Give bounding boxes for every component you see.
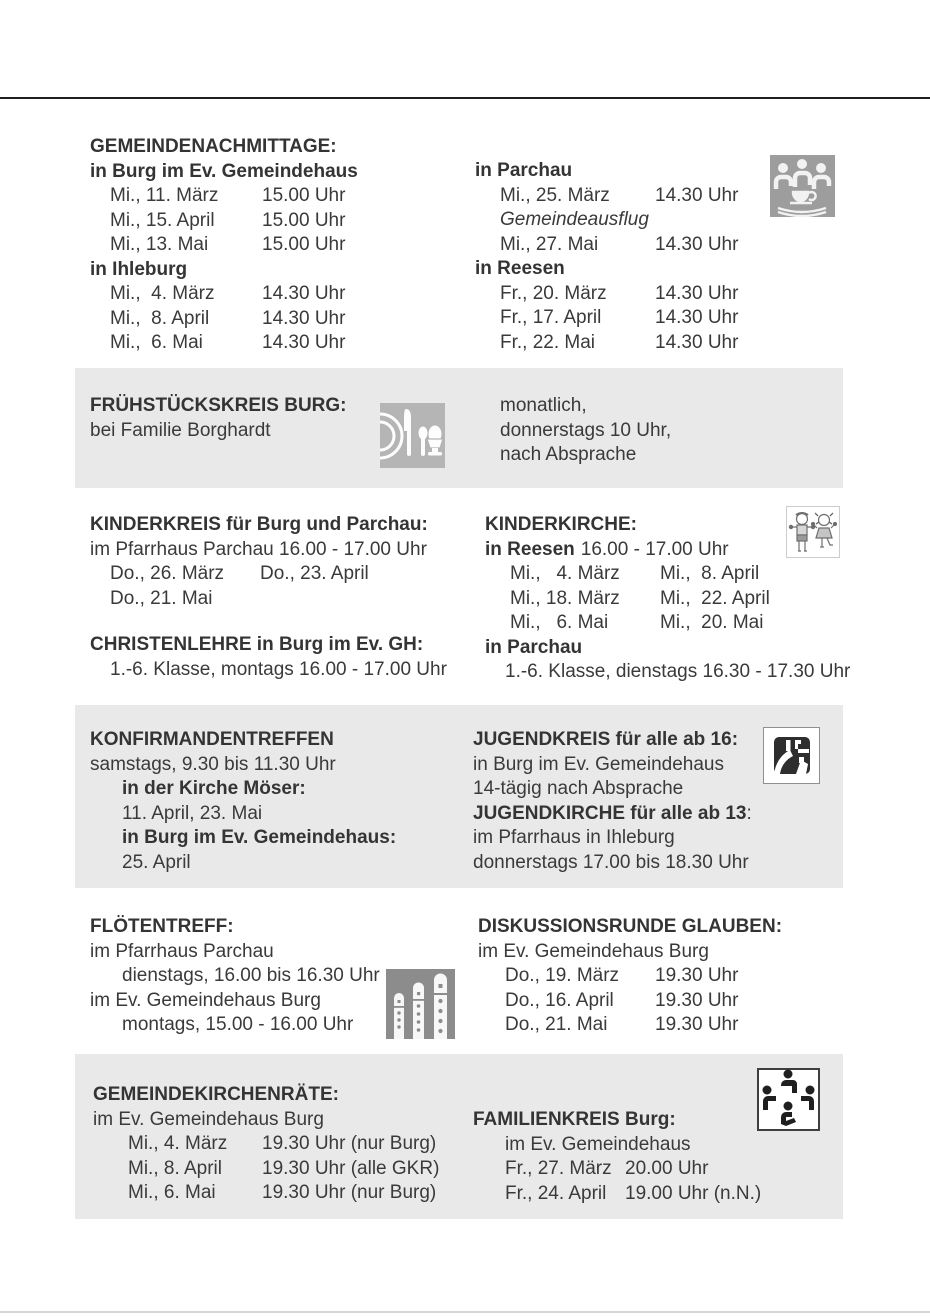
info-line: 14-tägig nach Absprache xyxy=(473,778,684,799)
familienkreis-block: FAMILIENKREIS Burg: im Ev. Gemeindehaus … xyxy=(473,1108,761,1206)
host-line: bei Familie Borghardt xyxy=(90,419,271,441)
youth-emblem-icon xyxy=(763,727,820,792)
jugendkreis-block: JUGENDKREIS für alle ab 16: in Burg im E… xyxy=(473,728,752,875)
info-line: im Pfarrhaus in Ihleburg xyxy=(473,827,675,848)
section-title: GEMEINDENACHMITTAGE: xyxy=(90,136,337,157)
info-line: in Burg im Ev. Gemeindehaus xyxy=(473,753,724,775)
location-heading-parchau: in Parchau xyxy=(475,160,573,181)
flutes-icon xyxy=(386,969,455,1047)
schedule-row: Mi., 4. März 14.30 Uhr xyxy=(110,283,346,304)
section-title: FLÖTENTREFF: xyxy=(90,916,234,937)
section-kinderkreis: KINDERKREIS für Burg und Parchau: im Pfa… xyxy=(90,513,480,611)
konfirmandentreffen-block: KONFIRMANDENTREFFEN samstags, 9.30 bis 1… xyxy=(90,728,396,875)
section-title: CHRISTENLEHRE in Burg im Ev. GH: xyxy=(90,634,424,655)
schedule-row: Do., 21. Mai 19.30 Uhr xyxy=(505,1014,739,1035)
section-title: JUGENDKREIS für alle ab 16: xyxy=(473,729,739,750)
top-divider xyxy=(0,97,930,99)
time-line: dienstags, 16.00 bis 16.30 Uhr xyxy=(122,965,380,986)
section-gemeindenachmittage: GEMEINDENACHMITTAGE: in Burg im Ev. Geme… xyxy=(90,135,470,356)
schedule-row: Mi., 25. März 14.30 Uhr xyxy=(500,184,739,206)
schedule-row: Do., 16. April 19.30 Uhr xyxy=(505,989,739,1011)
section-title-2: JUGENDKIRCHE für alle ab 13: xyxy=(473,802,752,824)
dates-row: Do., 21. Mai xyxy=(110,587,213,609)
location-line: im Ev. Gemeindehaus Burg xyxy=(478,940,709,962)
schedule-line: nach Absprache xyxy=(500,444,637,465)
schedule-row: Fr., 17. April 14.30 Uhr xyxy=(500,307,739,328)
dates-line: 11. April, 23. Mai xyxy=(122,802,263,824)
schedule-row: Fr., 22. Mai 14.30 Uhr xyxy=(500,331,739,353)
section-title: KINDERKIRCHE: xyxy=(485,514,637,535)
section-fruehstueckskreis: FRÜHSTÜCKSKREIS BURG: bei Familie Borgha… xyxy=(75,368,843,488)
schedule-row: Mi., 4. März 19.30 Uhr (nur Burg) xyxy=(128,1133,437,1154)
location-line: im Pfarrhaus Parchau xyxy=(90,940,274,962)
schedule-row: Mi., 27. Mai 14.30 Uhr xyxy=(500,233,739,255)
section-title: KINDERKREIS für Burg und Parchau: xyxy=(90,514,428,535)
fruehstueckskreis-schedule: monatlich, donnerstags 10 Uhr, nach Absp… xyxy=(500,394,671,468)
location-heading-moeser: in der Kirche Möser: xyxy=(122,778,306,799)
section-title: DISKUSSIONSRUNDE GLAUBEN: xyxy=(478,916,783,937)
schedule-line: donnerstags 10 Uhr, xyxy=(500,419,672,441)
schedule-line: monatlich, xyxy=(500,395,587,416)
location-heading-parchau: in Parchau xyxy=(485,636,583,658)
section-gkr-familienkreis: GEMEINDEKIRCHENRÄTE: im Ev. Gemeindehaus… xyxy=(75,1054,843,1219)
section-konfirmanden-jugend: KONFIRMANDENTREFFEN samstags, 9.30 bis 1… xyxy=(75,705,843,888)
location-line: in Reesen 16.00 - 17.00 Uhr xyxy=(485,538,729,560)
schedule-row: Mi., 8. April 19.30 Uhr (alle GKR) xyxy=(128,1157,440,1179)
dates-row: Mi., 4. März Mi., 8. April xyxy=(510,563,760,584)
info-line: donnerstags 17.00 bis 18.30 Uhr xyxy=(473,851,749,873)
info-line: 1.-6. Klasse, dienstags 16.30 - 17.30 Uh… xyxy=(505,661,851,682)
family-circle-icon xyxy=(757,1068,820,1139)
schedule-row: Mi., 8. April 14.30 Uhr xyxy=(110,307,346,329)
trip-note: Gemeindeausflug xyxy=(500,209,649,230)
location-line: im Ev. Gemeindehaus Burg xyxy=(90,989,321,1011)
gemeindekirchenraete-block: GEMEINDEKIRCHENRÄTE: im Ev. Gemeindehaus… xyxy=(93,1083,439,1206)
section-diskussionsrunde: DISKUSSIONSRUNDE GLAUBEN: im Ev. Gemeind… xyxy=(478,915,858,1038)
info-line: 1.-6. Klasse, montags 16.00 - 17.00 Uhr xyxy=(110,658,447,680)
section-kinderkirche: KINDERKIRCHE: in Reesen 16.00 - 17.00 Uhr… xyxy=(485,513,865,685)
coffee-group-icon xyxy=(770,155,835,225)
schedule-row: Mi., 6. Mai 14.30 Uhr xyxy=(110,332,346,353)
schedule-row: Fr., 24. April 19.00 Uhr (n.N.) xyxy=(505,1182,762,1204)
schedule-row: Mi., 13. Mai 15.00 Uhr xyxy=(110,234,346,255)
schedule-row: Fr., 20. März 14.30 Uhr xyxy=(500,282,739,304)
location-line: im Ev. Gemeindehaus xyxy=(505,1133,691,1155)
location-heading-reesen: in Reesen xyxy=(475,258,565,279)
section-title: FAMILIENKREIS Burg: xyxy=(473,1109,676,1130)
section-floetentreff: FLÖTENTREFF: im Pfarrhaus Parchau dienst… xyxy=(90,915,480,1038)
section-title: FRÜHSTÜCKSKREIS BURG: xyxy=(90,395,347,416)
bottom-divider xyxy=(0,1311,930,1313)
schedule-row: Fr., 27. März 20.00 Uhr xyxy=(505,1158,709,1179)
time-line: montags, 15.00 - 16.00 Uhr xyxy=(122,1014,354,1035)
dates-line: 25. April xyxy=(122,851,191,873)
schedule-row: Do., 19. März 19.30 Uhr xyxy=(505,965,739,986)
fruehstueckskreis-text: FRÜHSTÜCKSKREIS BURG: bei Familie Borgha… xyxy=(90,394,347,443)
info-line: im Pfarrhaus Parchau 16.00 - 17.00 Uhr xyxy=(90,538,427,560)
section-title: KONFIRMANDENTREFFEN xyxy=(90,729,334,750)
schedule-row: Mi., 15. April 15.00 Uhr xyxy=(110,209,346,231)
schedule-row: Mi., 11. März 15.00 Uhr xyxy=(110,185,346,206)
location-heading-ihleburg: in Ihleburg xyxy=(90,258,188,280)
location-heading-burg: in Burg im Ev. Gemeindehaus xyxy=(90,160,358,182)
section-gemeindenachmittage-right: in Parchau Mi., 25. März 14.30 Uhr Gemein… xyxy=(475,159,765,355)
dates-row: Do., 26. März Do., 23. April xyxy=(110,563,369,584)
children-icon xyxy=(786,506,840,566)
location-line: im Ev. Gemeindehaus Burg xyxy=(93,1108,324,1130)
dates-row: Mi., 6. Mai Mi., 20. Mai xyxy=(510,612,764,633)
breakfast-icon xyxy=(356,403,445,476)
dates-row: Mi., 18. März Mi., 22. April xyxy=(510,587,770,609)
schedule-row: Mi., 6. Mai 19.30 Uhr (nur Burg) xyxy=(128,1182,437,1203)
time-line: samstags, 9.30 bis 11.30 Uhr xyxy=(90,753,336,775)
section-title: GEMEINDEKIRCHENRÄTE: xyxy=(93,1084,339,1105)
section-christenlehre: CHRISTENLEHRE in Burg im Ev. GH: 1.-6. K… xyxy=(90,633,480,682)
location-heading-burg: in Burg im Ev. Gemeindehaus: xyxy=(122,827,397,848)
